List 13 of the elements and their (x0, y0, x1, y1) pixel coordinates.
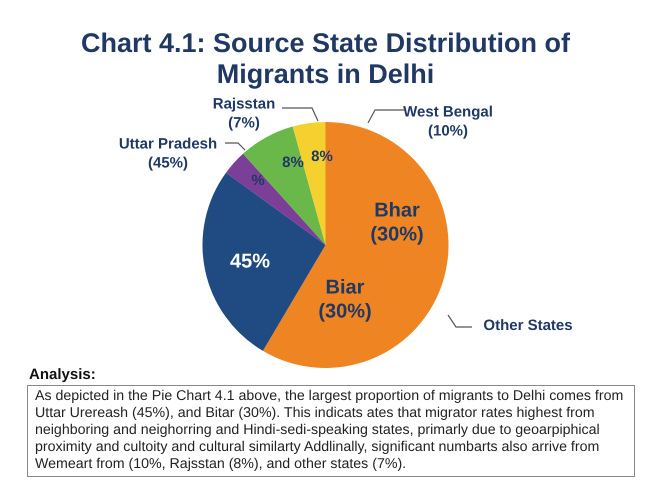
text: Bhar (30%) (370, 200, 424, 246)
text: As depicted in the Pie Chart 4.1 above, the largest proportion of migrants to Delhi comes from Uttar Urereash (45%), and Bitar (30%). This indicats ates that migrator rates highest from neighboring and neighorring and Hindi-sedi-speaking states, primarly due to geoarpiphical proximity and cultoity and cultural similarty Addlinally, significant numbarts also arrive from Wemeart from (10%, Rajsstan (8%), and other states (7%). (27, 385, 635, 477)
text: Uttar Pradesh (45%) (118, 136, 218, 172)
text: 8% (282, 154, 304, 172)
chart-title: Chart 4.1: Source State Distribution of Migrants in Delhi (80, 28, 572, 90)
text: Rajsstan (7%) (212, 96, 276, 132)
text: % (251, 172, 265, 190)
text: Other States (483, 317, 573, 334)
text: West Bengal (10%) (403, 104, 493, 140)
text: Biar (30%) (318, 276, 372, 323)
text: 45% (230, 250, 270, 273)
text: 8% (311, 148, 333, 166)
text: Analysis: (29, 366, 96, 383)
